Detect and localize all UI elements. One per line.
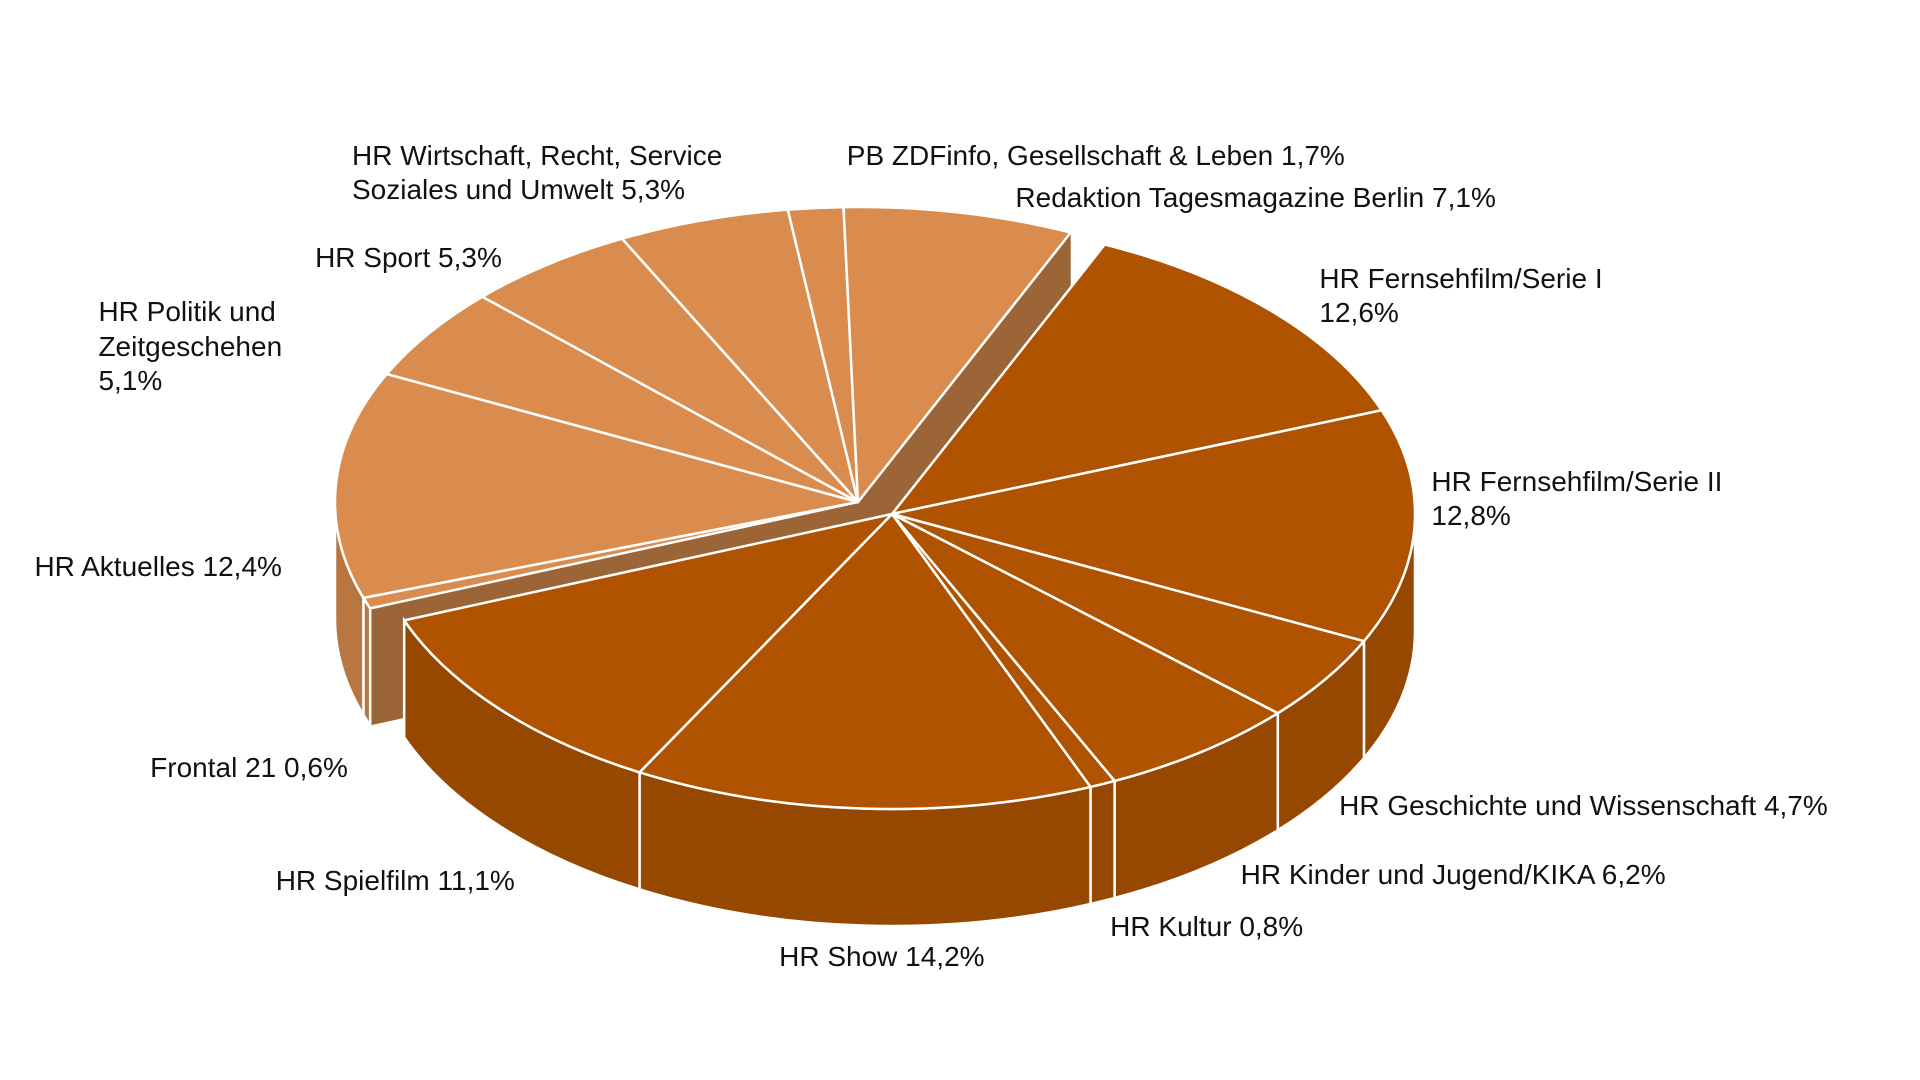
slice-label: HR Politik und Zeitgeschehen 5,1% — [98, 295, 348, 397]
value-label: 0,6% — [284, 751, 348, 783]
slice — [638, 512, 1092, 811]
value-label: 5,3% — [621, 174, 686, 206]
slice — [890, 512, 1366, 715]
category-name: HR Aktuelles — [34, 551, 195, 583]
slice-label: HR Kinder und Jugend/KIKA 6,2% — [1241, 858, 1666, 892]
category-name: HR Kinder und Jugend/KIKA — [1240, 858, 1594, 890]
category-name: HR Wirtschaft, Recht, Service Soziales u… — [352, 140, 723, 206]
value-label: 11,1% — [437, 865, 515, 897]
value-label: 7,1% — [1432, 181, 1496, 213]
slice — [620, 208, 860, 504]
slice — [842, 205, 1072, 504]
slice-label: HR Aktuelles 12,4% — [34, 550, 281, 584]
value-label: 5,1% — [98, 364, 163, 396]
slice-label: HR Sport 5,3% — [315, 241, 502, 275]
slice — [402, 512, 894, 774]
value-label: 12,6% — [1319, 297, 1399, 329]
slice-label: HR Spielfilm 11,1% — [276, 864, 515, 898]
value-label: 6,2% — [1601, 858, 1666, 890]
slice — [890, 512, 1280, 783]
category-name: HR Fernsehfilm/Serie I — [1319, 263, 1603, 295]
category-name: PB ZDFinfo, Gesellschaft & Leben — [846, 140, 1274, 172]
value-label: 4,7% — [1763, 789, 1828, 821]
category-name: HR Politik und Zeitgeschehen — [98, 296, 283, 362]
value-label: 1,7% — [1281, 140, 1345, 172]
value-label: 14,2% — [905, 941, 985, 973]
slice-label: HR Kultur 0,8% — [1110, 910, 1303, 944]
slice-label: PB ZDFinfo, Gesellschaft & Leben 1,7% — [847, 139, 1345, 173]
category-name: HR Fernsehfilm/Serie II — [1431, 466, 1723, 498]
slice-label: HR Fernsehfilm/Serie I 12,6% — [1319, 262, 1602, 330]
slice-label: HR Wirtschaft, Recht, Service Soziales u… — [352, 139, 792, 207]
value-label: 12,8% — [1431, 500, 1511, 532]
category-name: Frontal 21 — [150, 751, 277, 783]
slice — [890, 243, 1383, 516]
category-name: HR Geschichte und Wissenschaft — [1339, 789, 1757, 821]
value-label: 12,4% — [202, 551, 282, 583]
slice — [385, 295, 860, 504]
slice-side — [1089, 779, 1116, 906]
category-name: HR Spielfilm — [275, 865, 430, 897]
slice-label: Redaktion Tagesmagazine Berlin 7,1% — [1015, 181, 1495, 215]
slice — [890, 408, 1417, 643]
category-name: HR Show — [779, 941, 898, 973]
slice — [333, 372, 860, 600]
slice-label: HR Geschichte und Wissenschaft 4,7% — [1339, 789, 1828, 823]
slice — [481, 237, 860, 504]
slice-label: HR Show 14,2% — [779, 940, 984, 974]
slice-label: Frontal 21 0,6% — [150, 751, 348, 785]
value-label: 5,3% — [438, 242, 502, 274]
category-name: Redaktion Tagesmagazine Berlin — [1015, 181, 1425, 213]
category-name: HR Kultur — [1110, 910, 1232, 942]
value-label: 0,8% — [1239, 910, 1304, 942]
category-name: HR Sport — [315, 242, 431, 274]
slice-label: HR Fernsehfilm/Serie II 12,8% — [1431, 465, 1722, 533]
